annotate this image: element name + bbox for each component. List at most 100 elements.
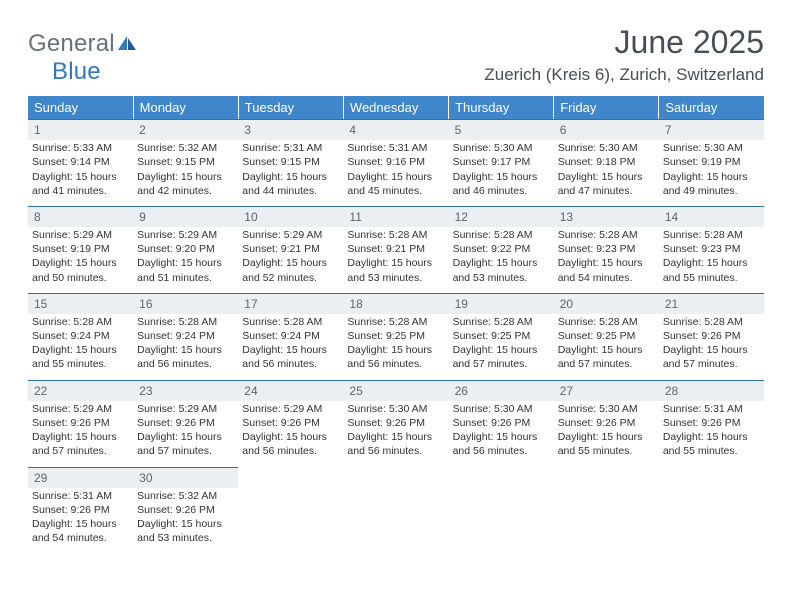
day-number: 30 xyxy=(133,468,238,488)
sunset-line: Sunset: 9:26 PM xyxy=(137,416,234,430)
day-number: 6 xyxy=(554,120,659,140)
calendar-day-cell: 11Sunrise: 5:28 AMSunset: 9:21 PMDayligh… xyxy=(343,206,448,293)
daylight-line: Daylight: 15 hours and 41 minutes. xyxy=(32,170,129,198)
brand-name: General Blue xyxy=(28,30,137,86)
sunset-line: Sunset: 9:24 PM xyxy=(137,329,234,343)
daylight-line: Daylight: 15 hours and 56 minutes. xyxy=(242,430,339,458)
day-content: Sunrise: 5:28 AMSunset: 9:23 PMDaylight:… xyxy=(659,228,764,293)
day-number-row: 8 xyxy=(28,206,133,228)
sunset-line: Sunset: 9:25 PM xyxy=(453,329,550,343)
sunrise-line: Sunrise: 5:28 AM xyxy=(137,315,234,329)
day-number: 2 xyxy=(133,120,238,140)
day-number: 16 xyxy=(133,294,238,314)
sunrise-line: Sunrise: 5:29 AM xyxy=(32,402,129,416)
day-number: 5 xyxy=(449,120,554,140)
calendar-day-cell: 20Sunrise: 5:28 AMSunset: 9:25 PMDayligh… xyxy=(554,293,659,380)
sail-icon xyxy=(117,35,137,51)
calendar-day-cell: 16Sunrise: 5:28 AMSunset: 9:24 PMDayligh… xyxy=(133,293,238,380)
sunset-line: Sunset: 9:14 PM xyxy=(32,155,129,169)
day-content: Sunrise: 5:31 AMSunset: 9:26 PMDaylight:… xyxy=(659,402,764,467)
sunrise-line: Sunrise: 5:30 AM xyxy=(453,402,550,416)
calendar-day-cell: 14Sunrise: 5:28 AMSunset: 9:23 PMDayligh… xyxy=(659,206,764,293)
day-content: Sunrise: 5:29 AMSunset: 9:19 PMDaylight:… xyxy=(28,228,133,293)
day-number: 28 xyxy=(659,381,764,401)
day-content: Sunrise: 5:30 AMSunset: 9:26 PMDaylight:… xyxy=(554,402,659,467)
calendar-day-cell xyxy=(449,467,554,554)
sunset-line: Sunset: 9:21 PM xyxy=(242,242,339,256)
daylight-line: Daylight: 15 hours and 57 minutes. xyxy=(663,343,760,371)
day-content: Sunrise: 5:31 AMSunset: 9:15 PMDaylight:… xyxy=(238,141,343,206)
daylight-line: Daylight: 15 hours and 56 minutes. xyxy=(347,430,444,458)
sunrise-line: Sunrise: 5:30 AM xyxy=(453,141,550,155)
calendar-day-cell: 23Sunrise: 5:29 AMSunset: 9:26 PMDayligh… xyxy=(133,380,238,467)
brand-part2: Blue xyxy=(52,58,101,85)
day-content: Sunrise: 5:29 AMSunset: 9:26 PMDaylight:… xyxy=(133,402,238,467)
sunrise-line: Sunrise: 5:30 AM xyxy=(558,402,655,416)
calendar-day-cell: 24Sunrise: 5:29 AMSunset: 9:26 PMDayligh… xyxy=(238,380,343,467)
day-number-row: 12 xyxy=(449,206,554,228)
calendar-day-cell: 8Sunrise: 5:29 AMSunset: 9:19 PMDaylight… xyxy=(28,206,133,293)
daylight-line: Daylight: 15 hours and 57 minutes. xyxy=(453,343,550,371)
day-content: Sunrise: 5:28 AMSunset: 9:24 PMDaylight:… xyxy=(238,315,343,380)
day-number: 19 xyxy=(449,294,554,314)
day-content: Sunrise: 5:28 AMSunset: 9:25 PMDaylight:… xyxy=(554,315,659,380)
day-number-row: 29 xyxy=(28,467,133,489)
day-number-row: 19 xyxy=(449,293,554,315)
day-number: 29 xyxy=(28,468,133,488)
calendar-day-cell: 17Sunrise: 5:28 AMSunset: 9:24 PMDayligh… xyxy=(238,293,343,380)
calendar-day-cell: 10Sunrise: 5:29 AMSunset: 9:21 PMDayligh… xyxy=(238,206,343,293)
day-content: Sunrise: 5:28 AMSunset: 9:26 PMDaylight:… xyxy=(659,315,764,380)
day-number-row: 30 xyxy=(133,467,238,489)
day-number-row: 22 xyxy=(28,380,133,402)
location-subtitle: Zuerich (Kreis 6), Zurich, Switzerland xyxy=(484,65,764,85)
sunrise-line: Sunrise: 5:30 AM xyxy=(558,141,655,155)
daylight-line: Daylight: 15 hours and 57 minutes. xyxy=(137,430,234,458)
daylight-line: Daylight: 15 hours and 55 minutes. xyxy=(663,430,760,458)
daylight-line: Daylight: 15 hours and 55 minutes. xyxy=(32,343,129,371)
daylight-line: Daylight: 15 hours and 51 minutes. xyxy=(137,256,234,284)
day-number-row: 11 xyxy=(343,206,448,228)
daylight-line: Daylight: 15 hours and 56 minutes. xyxy=(137,343,234,371)
calendar-day-cell: 21Sunrise: 5:28 AMSunset: 9:26 PMDayligh… xyxy=(659,293,764,380)
calendar-table: Sunday Monday Tuesday Wednesday Thursday… xyxy=(28,96,764,553)
sunrise-line: Sunrise: 5:31 AM xyxy=(32,489,129,503)
day-number: 24 xyxy=(238,381,343,401)
calendar-day-cell: 22Sunrise: 5:29 AMSunset: 9:26 PMDayligh… xyxy=(28,380,133,467)
calendar-day-cell xyxy=(659,467,764,554)
sunrise-line: Sunrise: 5:30 AM xyxy=(663,141,760,155)
calendar-week-row: 22Sunrise: 5:29 AMSunset: 9:26 PMDayligh… xyxy=(28,380,764,467)
calendar-day-cell: 6Sunrise: 5:30 AMSunset: 9:18 PMDaylight… xyxy=(554,119,659,206)
calendar-day-cell: 27Sunrise: 5:30 AMSunset: 9:26 PMDayligh… xyxy=(554,380,659,467)
day-content: Sunrise: 5:28 AMSunset: 9:24 PMDaylight:… xyxy=(133,315,238,380)
sunset-line: Sunset: 9:15 PM xyxy=(137,155,234,169)
day-number-row: 9 xyxy=(133,206,238,228)
sunset-line: Sunset: 9:23 PM xyxy=(663,242,760,256)
day-number: 22 xyxy=(28,381,133,401)
daylight-line: Daylight: 15 hours and 53 minutes. xyxy=(347,256,444,284)
dayhead-saturday: Saturday xyxy=(659,96,764,119)
day-number-row: 25 xyxy=(343,380,448,402)
sunset-line: Sunset: 9:26 PM xyxy=(558,416,655,430)
calendar-week-row: 1Sunrise: 5:33 AMSunset: 9:14 PMDaylight… xyxy=(28,119,764,206)
calendar-day-cell: 30Sunrise: 5:32 AMSunset: 9:26 PMDayligh… xyxy=(133,467,238,554)
day-number-row: 28 xyxy=(659,380,764,402)
calendar-day-cell xyxy=(238,467,343,554)
day-number: 20 xyxy=(554,294,659,314)
sunset-line: Sunset: 9:26 PM xyxy=(32,503,129,517)
day-content: Sunrise: 5:28 AMSunset: 9:21 PMDaylight:… xyxy=(343,228,448,293)
daylight-line: Daylight: 15 hours and 46 minutes. xyxy=(453,170,550,198)
day-number: 7 xyxy=(659,120,764,140)
daylight-line: Daylight: 15 hours and 56 minutes. xyxy=(347,343,444,371)
header: General Blue June 2025 Zuerich (Kreis 6)… xyxy=(28,24,764,86)
sunrise-line: Sunrise: 5:33 AM xyxy=(32,141,129,155)
sunset-line: Sunset: 9:25 PM xyxy=(558,329,655,343)
day-number: 1 xyxy=(28,120,133,140)
day-number-row: 5 xyxy=(449,119,554,141)
day-number-row: 20 xyxy=(554,293,659,315)
day-content: Sunrise: 5:29 AMSunset: 9:26 PMDaylight:… xyxy=(28,402,133,467)
daylight-line: Daylight: 15 hours and 50 minutes. xyxy=(32,256,129,284)
sunrise-line: Sunrise: 5:29 AM xyxy=(242,402,339,416)
daylight-line: Daylight: 15 hours and 44 minutes. xyxy=(242,170,339,198)
sunset-line: Sunset: 9:16 PM xyxy=(347,155,444,169)
sunrise-line: Sunrise: 5:28 AM xyxy=(347,315,444,329)
